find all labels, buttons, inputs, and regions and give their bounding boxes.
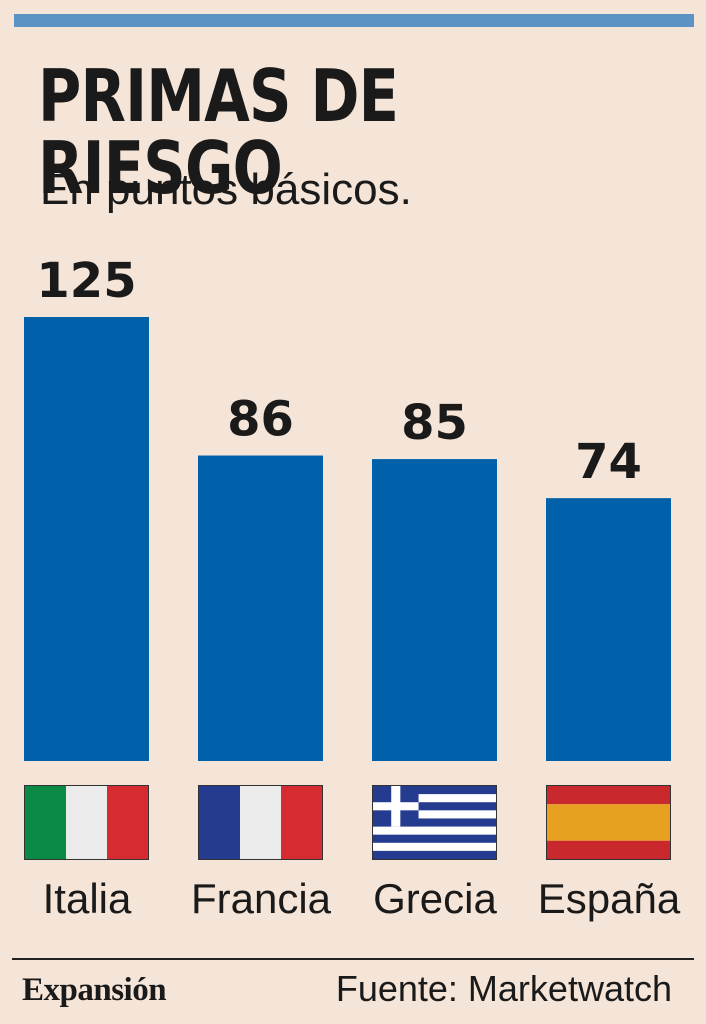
italy-flag-icon bbox=[24, 785, 149, 860]
expansion-logo: Expansión bbox=[22, 972, 167, 1008]
country-label-espana: España bbox=[537, 875, 681, 922]
bar-españa bbox=[546, 498, 671, 761]
value-label-grecia: 85 bbox=[401, 395, 468, 451]
footer-rule bbox=[12, 958, 694, 960]
chart-title: PRIMAS DE RIESGO bbox=[38, 54, 399, 210]
country-label-italia: Italia bbox=[42, 875, 132, 922]
spain-flag-icon bbox=[546, 785, 671, 860]
country-label-grecia: Grecia bbox=[373, 875, 497, 922]
greece-flag-icon bbox=[372, 785, 497, 860]
value-label-francia: 86 bbox=[227, 392, 294, 448]
value-label-españa: 74 bbox=[575, 434, 642, 490]
country-label-francia: Francia bbox=[190, 875, 332, 922]
chart-subtitle: En puntos básicos. bbox=[40, 165, 412, 214]
france-flag-icon bbox=[198, 785, 323, 860]
bar-francia bbox=[198, 455, 323, 761]
bar-grecia bbox=[372, 459, 497, 761]
bar-italia bbox=[24, 317, 149, 761]
source-note: Fuente: Marketwatch bbox=[335, 968, 672, 1009]
bar-chart: 125 86 85 74 bbox=[24, 253, 671, 761]
value-label-italia: 125 bbox=[36, 253, 136, 309]
top-accent-rule bbox=[14, 14, 694, 27]
